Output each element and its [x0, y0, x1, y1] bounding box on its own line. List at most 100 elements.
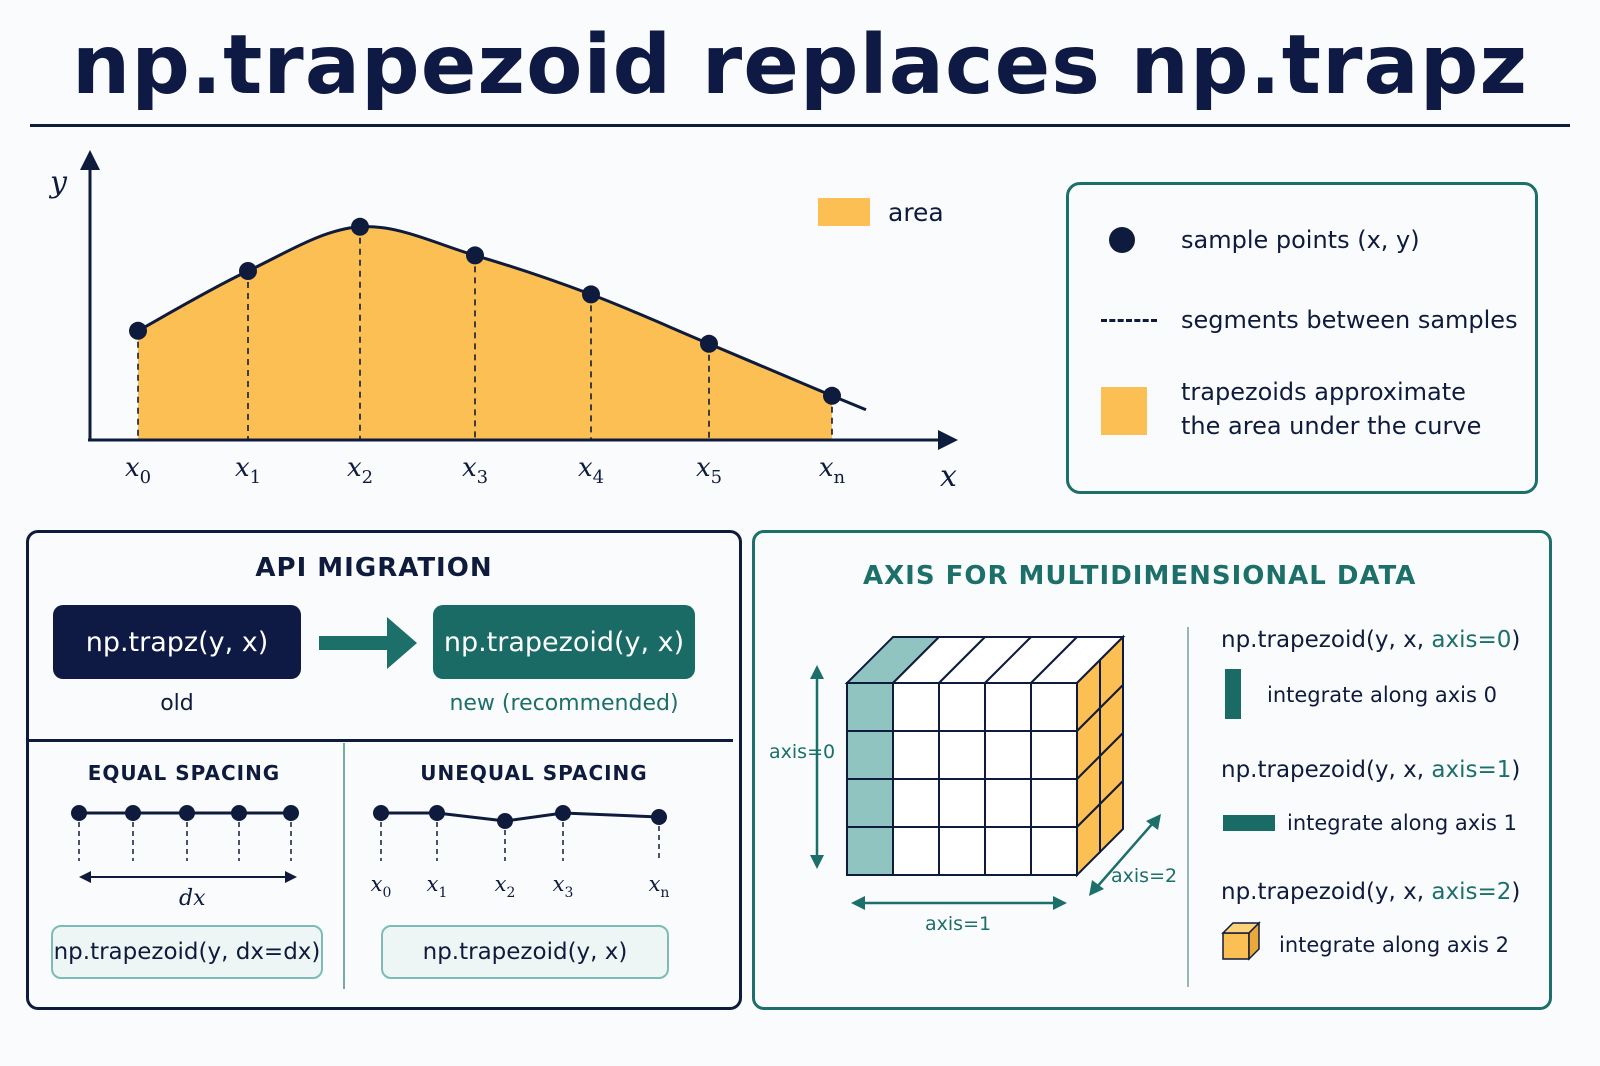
- key-trapezoids-text-line1: trapezoids approximate: [1181, 378, 1466, 406]
- axis1-label: axis=1: [925, 913, 992, 935]
- axis1-code: np.trapezoid(y, x, axis=1): [1221, 757, 1520, 783]
- axis0-code-prefix: np.trapezoid(y, x,: [1221, 627, 1432, 653]
- chart-key-box: sample points (x, y) segments between sa…: [1066, 182, 1538, 494]
- axis2-arrow: [1096, 822, 1154, 888]
- cube-front-cell: [938, 730, 986, 780]
- cube-front-cell: [846, 682, 894, 732]
- axis0-slice-icon: [1225, 669, 1241, 719]
- cube-diagram: [810, 634, 1161, 910]
- sample-point: [700, 334, 718, 353]
- page-title: np.trapezoid replaces np.trapz: [71, 18, 1529, 113]
- axis-panel: AXIS FOR MULTIDIMENSIONAL DATA axis=0 ax…: [752, 530, 1552, 1010]
- equal-sample-point: [179, 805, 195, 821]
- area-legend-label: area: [888, 198, 944, 227]
- sample-point: [466, 246, 484, 265]
- cube-front-cell: [892, 778, 940, 828]
- unequal-x-label: x0: [371, 872, 392, 901]
- cube-front-cell: [984, 682, 1032, 732]
- api-migration-heading: API MIGRATION: [255, 553, 493, 583]
- migration-arrow-icon: [319, 617, 417, 669]
- cube-front-cell: [984, 778, 1032, 828]
- axis0-label: axis=0: [769, 741, 836, 763]
- cube-front-cell: [1030, 826, 1078, 876]
- sample-point: [239, 262, 257, 280]
- unequal-spacing-code[interactable]: np.trapezoid(y, x): [381, 925, 669, 979]
- axis-panel-heading: AXIS FOR MULTIDIMENSIONAL DATA: [863, 561, 1417, 591]
- x-tick-label: x1: [235, 453, 261, 488]
- axis2-code: np.trapezoid(y, x, axis=2): [1221, 879, 1520, 905]
- key-row-sample-points: sample points (x, y): [1069, 223, 1535, 263]
- new-api-button[interactable]: np.trapezoid(y, x): [433, 605, 695, 679]
- cube-front-cell: [846, 730, 894, 780]
- unequal-spacing-line: [381, 811, 660, 823]
- axis0-code: np.trapezoid(y, x, axis=0): [1221, 627, 1520, 653]
- unequal-x-label: x3: [553, 872, 574, 901]
- y-axis-label: y: [48, 165, 68, 200]
- dx-label: dx: [179, 886, 206, 911]
- spacing-divider: [343, 743, 345, 989]
- axis2-code-prefix: np.trapezoid(y, x,: [1221, 879, 1432, 905]
- axis0-desc: integrate along axis 0: [1267, 683, 1497, 707]
- axis1-desc: integrate along axis 1: [1287, 811, 1517, 835]
- x-tick-label: x0: [125, 453, 151, 488]
- cube-front-cell: [892, 682, 940, 732]
- unequal-x-label: x2: [495, 872, 516, 901]
- cube-front-cell: [846, 826, 894, 876]
- cube-front-cell: [892, 826, 940, 876]
- axis1-code-prefix: np.trapezoid(y, x,: [1221, 757, 1432, 783]
- unequal-spacing-heading: UNEQUAL SPACING: [420, 761, 648, 785]
- unequal-sample-point: [373, 805, 389, 821]
- cube-front-cell: [938, 778, 986, 828]
- sample-point: [582, 285, 600, 304]
- equal-spacing-code[interactable]: np.trapezoid(y, dx=dx): [51, 925, 323, 979]
- sample-point: [129, 321, 147, 340]
- y-axis-arrow: [80, 150, 100, 170]
- x-tick-label: x2: [347, 453, 373, 488]
- axis-panel-divider: [1187, 627, 1189, 987]
- sample-point: [823, 386, 841, 405]
- area-under-curve: [138, 226, 832, 440]
- sample-point: [351, 217, 369, 236]
- axis0-code-suffix: ): [1511, 627, 1521, 653]
- x-tick-label: x5: [696, 453, 722, 488]
- cube-front-cell: [938, 826, 986, 876]
- title-divider: [30, 124, 1570, 127]
- unequal-x-label: xn: [649, 872, 670, 901]
- axis1-code-suffix: ): [1511, 757, 1521, 783]
- axis2-desc: integrate along axis 2: [1279, 933, 1509, 957]
- unequal-sample-point: [429, 805, 445, 821]
- cube-front-cell: [1030, 778, 1078, 828]
- x-axis-label: x: [940, 459, 957, 494]
- cube-front-cell: [846, 778, 894, 828]
- old-api-label: old: [160, 691, 194, 716]
- equal-sample-point: [125, 805, 141, 821]
- cube-side-cell: [1099, 778, 1124, 855]
- cube-front-cell: [984, 730, 1032, 780]
- unequal-spacing-diagram: x0 x1 x2 x3 xn: [371, 805, 670, 901]
- axis1-code-arg: axis=1: [1431, 757, 1512, 783]
- unequal-x-label: x1: [427, 872, 448, 901]
- key-trapezoids-text-line2: the area under the curve: [1181, 412, 1482, 440]
- area-swatch-icon: [1101, 387, 1147, 435]
- unequal-sample-point: [497, 813, 513, 829]
- equal-sample-point: [71, 805, 87, 821]
- x-tick-label: x3: [462, 453, 488, 488]
- axis0-code-arg: axis=0: [1431, 627, 1512, 653]
- new-api-label: new (recommended): [449, 691, 679, 716]
- key-row-trapezoids: trapezoids approximate the area under th…: [1069, 375, 1535, 455]
- trapezoid-area-chart: y x x0 x1 x2 x3 x4 x5 xn area: [48, 150, 958, 494]
- axis2-code-suffix: ): [1511, 879, 1521, 905]
- cube-front-cell: [1030, 730, 1078, 780]
- key-row-segments: segments between samples: [1069, 303, 1535, 343]
- cube-front-cell: [1030, 682, 1078, 732]
- axis2-code-arg: axis=2: [1431, 879, 1512, 905]
- api-panel-divider: [29, 739, 733, 742]
- key-segments-text: segments between samples: [1181, 306, 1518, 334]
- old-api-button[interactable]: np.trapz(y, x): [53, 605, 301, 679]
- axis1-slice-icon: [1223, 815, 1275, 831]
- key-sample-points-text: sample points (x, y): [1181, 226, 1420, 254]
- x-axis-arrow: [938, 430, 958, 450]
- unequal-sample-point: [555, 805, 571, 821]
- area-legend-swatch: [818, 198, 870, 226]
- api-migration-panel: API MIGRATION np.trapz(y, x) old np.trap…: [26, 530, 742, 1010]
